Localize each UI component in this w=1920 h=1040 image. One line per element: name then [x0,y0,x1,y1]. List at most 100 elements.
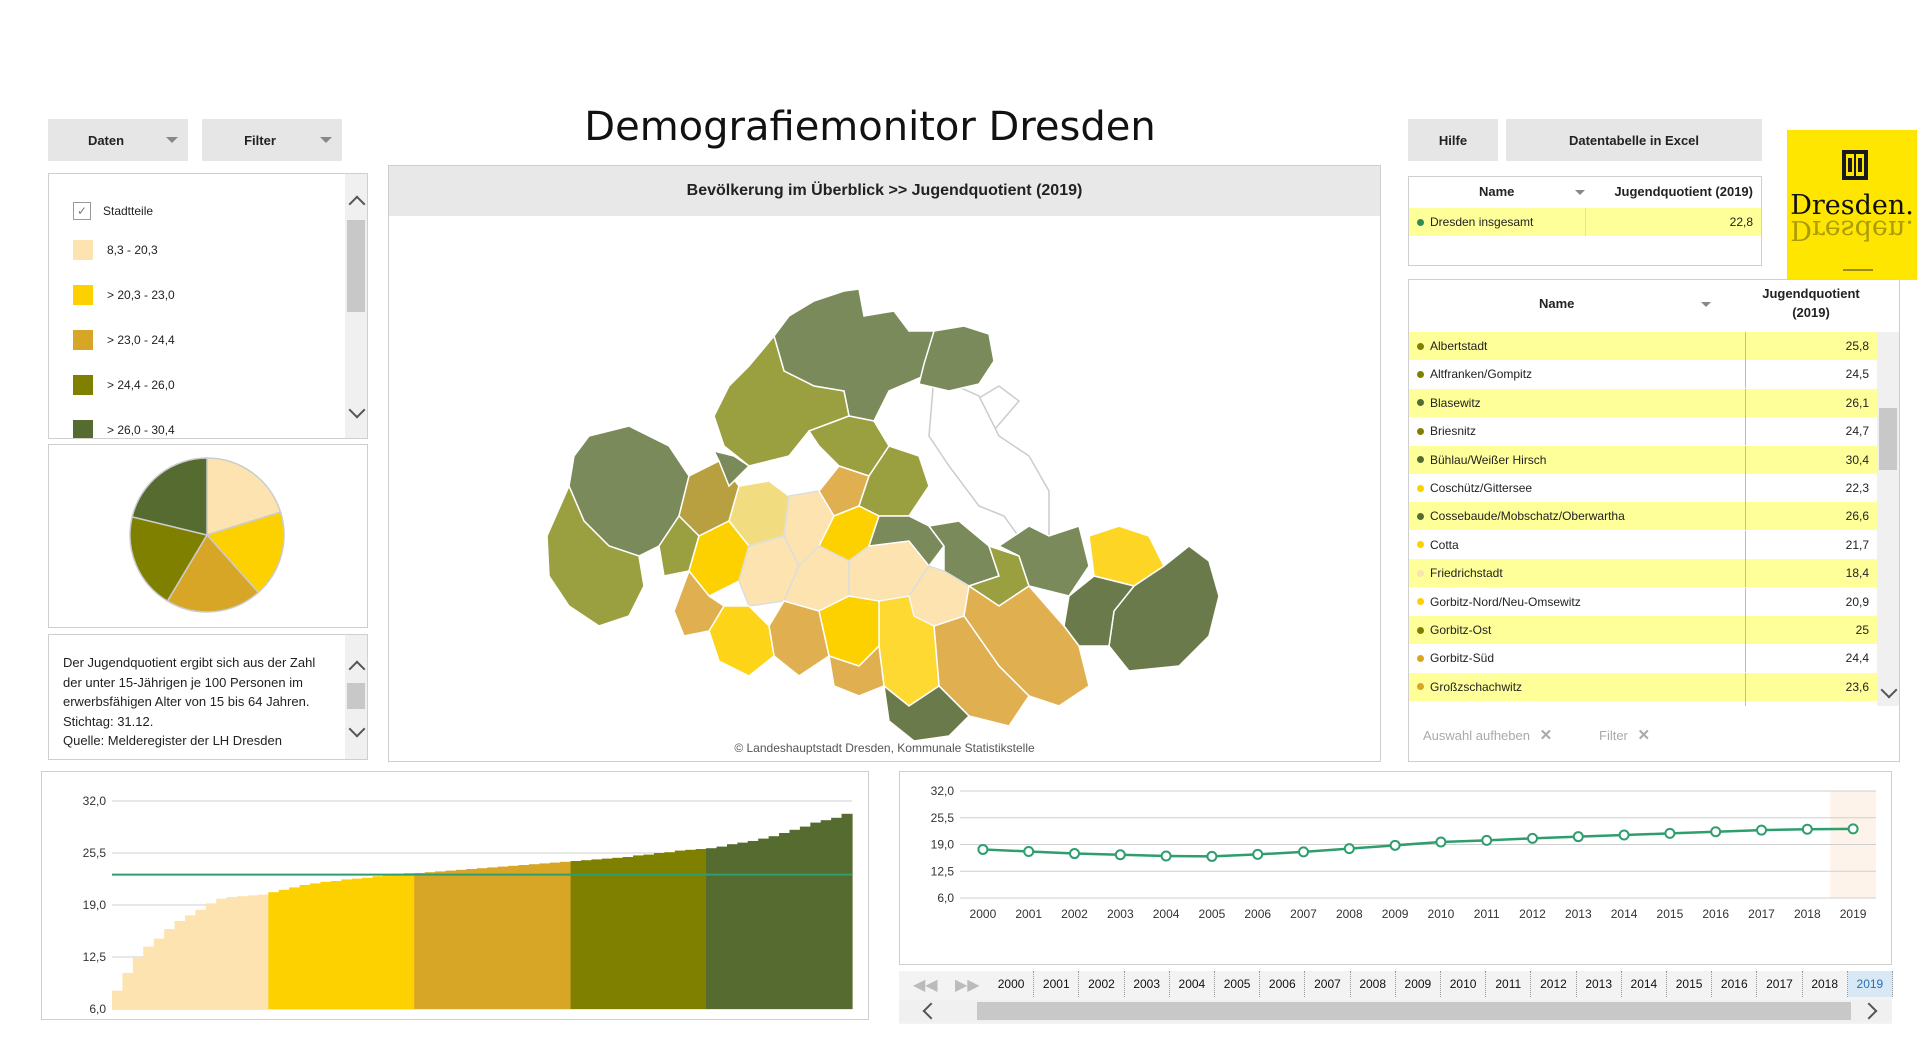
map-district[interactable] [708,605,775,677]
chevron-down-icon[interactable] [348,720,366,738]
map-district[interactable] [882,684,971,742]
map-district[interactable] [773,288,945,422]
bar[interactable] [518,865,530,1009]
bar[interactable] [414,873,426,1009]
table-row[interactable]: Friedrichstadt 18,4 [1409,559,1877,588]
bar[interactable] [768,836,780,1009]
summary-row[interactable]: Dresden insgesamt 22,8 [1409,208,1761,236]
bar[interactable] [799,826,811,1009]
filter-dropdown[interactable]: Filter [202,119,342,161]
bar[interactable] [362,877,374,1009]
district-map[interactable] [389,216,1380,761]
first-page-icon[interactable]: ◀◀ [913,977,938,994]
data-point[interactable] [1389,839,1401,851]
timeline-year[interactable]: 2003 [1125,971,1170,997]
bar[interactable] [268,892,280,1009]
timeline-year[interactable]: 2001 [1034,971,1080,997]
bar[interactable] [195,909,207,1009]
bar[interactable] [706,848,718,1009]
timeline-scroll-thumb[interactable] [977,1002,1851,1020]
bar[interactable] [216,898,228,1009]
bar[interactable] [403,873,415,1009]
bar[interactable] [351,878,363,1009]
table-row[interactable]: Gorbitz-Nord/Neu-Omsewitz 20,9 [1409,587,1877,616]
map-district[interactable] [673,569,726,637]
pie-slice[interactable] [131,457,208,536]
bar[interactable] [112,990,124,1009]
legend-item[interactable]: > 26,0 - 30,4 [73,419,175,438]
legend-header[interactable]: ✓ Stadtteile [73,200,153,222]
timeline-year[interactable]: 2010 [1441,971,1487,997]
bar[interactable] [633,855,645,1009]
bar[interactable] [789,829,801,1009]
bar[interactable] [122,973,134,1009]
bar[interactable] [205,903,217,1009]
legend-item[interactable]: > 23,0 - 24,4 [73,329,175,351]
data-point[interactable] [1847,823,1859,835]
bar[interactable] [674,850,686,1009]
bar[interactable] [372,876,384,1009]
bar[interactable] [289,887,301,1009]
bar[interactable] [174,921,186,1009]
timeline-year[interactable]: 2004 [1170,971,1215,997]
checkbox-icon[interactable]: ✓ [73,202,91,220]
bar[interactable] [247,895,259,1009]
timeline-year[interactable]: 2005 [1215,971,1261,997]
sort-chevron-icon[interactable] [1575,190,1585,195]
map-district[interactable] [713,334,850,467]
bar[interactable] [237,896,249,1009]
data-point[interactable] [977,843,989,855]
data-point[interactable] [1801,823,1813,835]
chevron-right-icon[interactable] [1860,1002,1878,1020]
timeline-scrollbar[interactable] [899,1000,1892,1022]
bar[interactable] [747,841,759,1009]
pie-slice[interactable] [205,511,285,594]
bar[interactable] [341,879,353,1009]
bar[interactable] [695,849,707,1009]
bar[interactable] [528,864,540,1009]
map-district[interactable] [568,425,690,557]
bar[interactable] [560,861,572,1009]
bar[interactable] [435,871,447,1009]
table-row[interactable]: Gorbitz-Ost 25 [1409,616,1877,644]
chevron-down-icon[interactable] [1880,681,1898,699]
map-district[interactable] [997,525,1090,597]
daten-dropdown[interactable]: Daten [48,119,188,161]
bar[interactable] [226,897,238,1009]
bar[interactable] [424,872,436,1009]
clear-selection-button[interactable]: Auswahl aufheben ✕ [1423,726,1552,744]
bar[interactable] [299,885,311,1009]
bar[interactable] [685,849,697,1009]
data-point[interactable] [1069,848,1080,860]
chevron-up-icon[interactable] [348,660,366,678]
bar[interactable] [310,883,322,1009]
bar[interactable] [132,957,144,1009]
map-district[interactable] [712,449,751,488]
timeline-year[interactable]: 2019 [1847,971,1893,997]
bar[interactable] [184,915,196,1009]
table-row[interactable]: Gruna23,3 [1409,701,1877,706]
map-district[interactable] [768,600,830,677]
bar[interactable] [476,868,488,1009]
legend-item[interactable]: > 24,4 - 26,0 [73,374,175,396]
timeline-year[interactable]: 2013 [1577,971,1622,997]
bar[interactable] [455,869,467,1009]
legend-scrollbar[interactable] [345,174,367,438]
description-scrollbar[interactable] [345,635,367,759]
filter-clear-button[interactable]: Filter ✕ [1599,726,1650,744]
table-row[interactable]: Großzschachwitz 23,6 [1409,672,1877,701]
bar[interactable] [320,881,332,1009]
data-point[interactable] [1023,845,1035,857]
description-scroll-thumb[interactable] [347,683,365,709]
map-district[interactable] [546,484,645,627]
timeline-year[interactable]: 2017 [1757,971,1803,997]
bar[interactable] [841,813,853,1009]
timeline-year[interactable]: 2007 [1305,971,1351,997]
bar[interactable] [726,844,738,1009]
timeline-year[interactable]: 2006 [1260,971,1306,997]
table-row[interactable]: Coschütz/Gittersee 22,3 [1409,474,1877,502]
data-point[interactable] [1527,832,1538,844]
map-district[interactable] [918,325,995,392]
bar[interactable] [330,881,342,1009]
bar[interactable] [508,865,520,1009]
